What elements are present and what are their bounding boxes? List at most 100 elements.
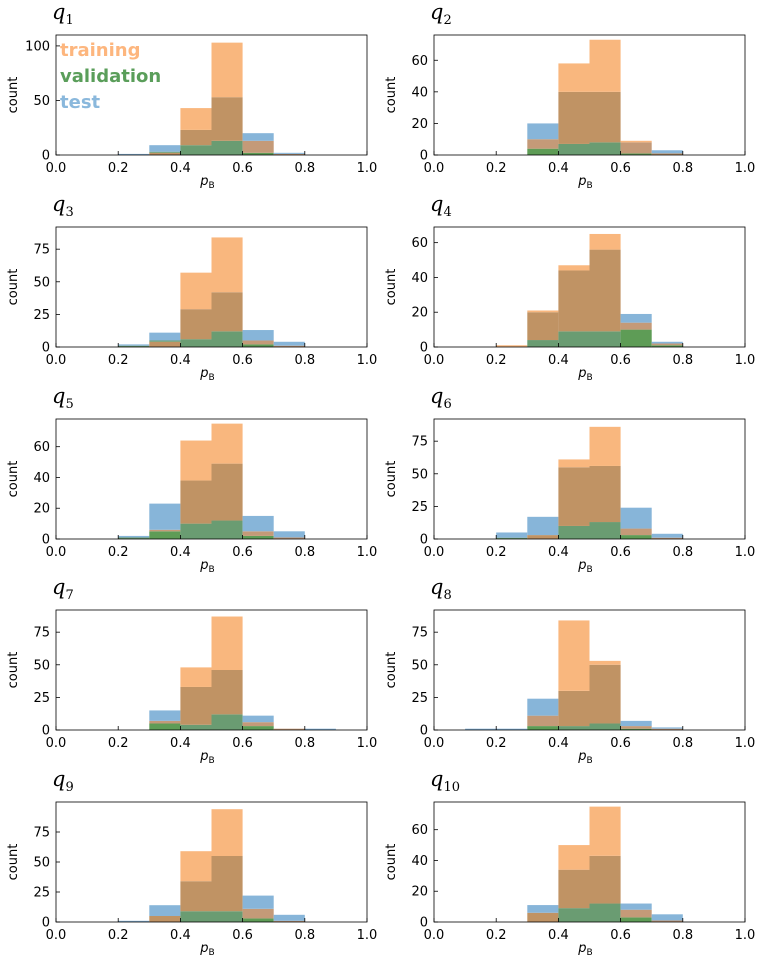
- histogram-bar-training: [180, 851, 212, 882]
- y-axis-label: count: [6, 269, 21, 306]
- panel-title: q6: [430, 386, 452, 413]
- plot-frame: [433, 418, 746, 540]
- histogram-bar-overlap-test-training: [273, 153, 305, 155]
- y-axis-label: count: [384, 844, 399, 881]
- y-tick-label: 40: [33, 471, 50, 486]
- histogram-bar-overlap-all: [149, 341, 181, 347]
- x-tick-label: 0.6: [610, 545, 631, 560]
- histogram-bar-test: [304, 728, 336, 730]
- panel-title-index: 9: [65, 780, 74, 796]
- histogram-bar-overlap-all: [558, 143, 590, 155]
- histogram-bar-overlap-test-training: [242, 340, 274, 345]
- histogram-bar-overlap-all: [180, 145, 212, 155]
- panel-title: q9: [52, 767, 74, 796]
- x-tick-label: 0.6: [610, 928, 631, 943]
- legend-entry-test: test: [60, 92, 101, 113]
- x-tick-label: 1.0: [735, 353, 756, 368]
- histogram-bar-overlap-test-training: [651, 537, 683, 539]
- histogram-bar-overlap-all: [620, 917, 652, 922]
- histogram-bar-overlap-all: [242, 535, 274, 539]
- histogram-bar-overlap-test-validation: [118, 537, 150, 539]
- panel-title-symbol: q: [52, 767, 66, 791]
- histogram-bar-overlap-test-training: [242, 722, 274, 727]
- histogram-bar-training: [180, 440, 212, 481]
- histogram-bar-overlap-all: [558, 908, 590, 922]
- histogram-bar-overlap-test-training: [527, 139, 559, 149]
- histogram-bar-training: [589, 806, 621, 856]
- histogram-bar-test: [496, 728, 528, 730]
- x-tick-label: 0.0: [424, 928, 445, 943]
- plot-frame: [55, 418, 368, 540]
- x-tick-label: 0.2: [108, 545, 129, 560]
- histogram-bar-training: [558, 63, 590, 92]
- y-tick-label: 75: [33, 626, 50, 641]
- histogram-bar-overlap-all: [620, 153, 652, 155]
- x-axis-label: pB: [577, 366, 592, 383]
- histogram-bar-overlap-all: [620, 329, 652, 347]
- histogram-bar-overlap-all: [242, 726, 274, 730]
- histogram-bar-training: [527, 310, 559, 313]
- histogram-bar-training: [589, 660, 621, 665]
- histogram-bar-overlap-all: [242, 918, 274, 922]
- x-tick-label: 0.2: [486, 545, 507, 560]
- histogram-bar-training: [558, 459, 590, 468]
- panel-title: q8: [430, 575, 452, 604]
- panel-title-index: 8: [443, 588, 452, 604]
- histogram-plot: 0.0 0.2 0.4 0.6 0.8 1.0 0 25 50 75 pB count: [6, 609, 377, 766]
- x-tick-label: 0.2: [486, 736, 507, 751]
- x-tick-label: 0.8: [672, 545, 693, 560]
- histogram-bar-overlap-test-training: [242, 908, 274, 919]
- y-tick-label: 20: [411, 885, 428, 900]
- panel-title: q1: [52, 2, 74, 28]
- histogram-bar-training: [180, 272, 212, 310]
- histogram-bar-overlap-all: [527, 726, 559, 730]
- histogram-bar-overlap-training-validation: [558, 467, 590, 526]
- histogram-bar-test: [149, 905, 181, 916]
- histogram-bar-test: [273, 341, 305, 346]
- histogram-bar-overlap-all: [527, 340, 559, 347]
- histogram-bar-overlap-all: [149, 152, 181, 155]
- y-axis-label: count: [384, 461, 399, 498]
- panel-title-symbol: q: [430, 575, 444, 599]
- histogram-plot: 0.0 0.2 0.4 0.6 0.8 1.0 0 25 50 75 pB count: [6, 801, 377, 958]
- x-tick-label: 0.4: [548, 736, 569, 751]
- y-tick-label: 60: [411, 54, 428, 69]
- histogram-bar-overlap-all: [211, 911, 243, 922]
- histogram-bar-overlap-training-validation: [558, 91, 590, 144]
- histogram-bar-overlap-test-validation: [496, 537, 528, 539]
- x-tick-label: 0.4: [548, 353, 569, 368]
- histogram-bar-test: [118, 153, 150, 155]
- y-tick-label: 0: [420, 341, 428, 356]
- histogram-bar-test: [273, 152, 305, 154]
- y-tick-label: 75: [33, 826, 50, 841]
- y-tick-label: 20: [33, 502, 50, 517]
- panel-title-index: 6: [443, 397, 452, 413]
- histogram-bar-overlap-training-validation: [180, 480, 212, 524]
- histogram-bar-overlap-test-training: [527, 715, 559, 727]
- histogram-panel-q5: q5 0.0 0.2 0.4 0.6 0.8 1.0 0 20 40 60 pB count: [0, 384, 381, 578]
- histogram-plot: 0.0 0.2 0.4 0.6 0.8 1.0 0 25 50 75 pB count: [384, 609, 755, 766]
- x-tick-label: 0.8: [294, 353, 315, 368]
- histogram-bar-test: [242, 895, 274, 909]
- x-tick-label: 0.4: [170, 353, 191, 368]
- x-axis-label: pB: [577, 749, 592, 766]
- x-tick-label: 0.6: [610, 736, 631, 751]
- histogram-bar-overlap-all: [527, 535, 559, 539]
- histogram-bar-overlap-all: [211, 331, 243, 347]
- x-tick-label: 1.0: [357, 161, 378, 176]
- histogram-bar-overlap-all: [180, 911, 212, 922]
- histogram-bar-test: [651, 727, 683, 729]
- histogram-bar-overlap-all: [211, 520, 243, 539]
- histogram-bar-overlap-test-training: [651, 920, 683, 922]
- y-tick-label: 0: [420, 724, 428, 739]
- histogram-bar-overlap-test-training: [242, 531, 274, 536]
- plot-frame: [433, 801, 746, 923]
- x-tick-label: 0.8: [294, 545, 315, 560]
- panel-title-symbol: q: [52, 575, 66, 599]
- x-tick-label: 0.8: [294, 736, 315, 751]
- histogram-bar-overlap-all: [149, 916, 181, 922]
- x-tick-label: 1.0: [735, 161, 756, 176]
- histogram-bar-overlap-all: [589, 142, 621, 155]
- x-axis-label: pB: [577, 941, 592, 958]
- panel-title-symbol: q: [430, 767, 444, 791]
